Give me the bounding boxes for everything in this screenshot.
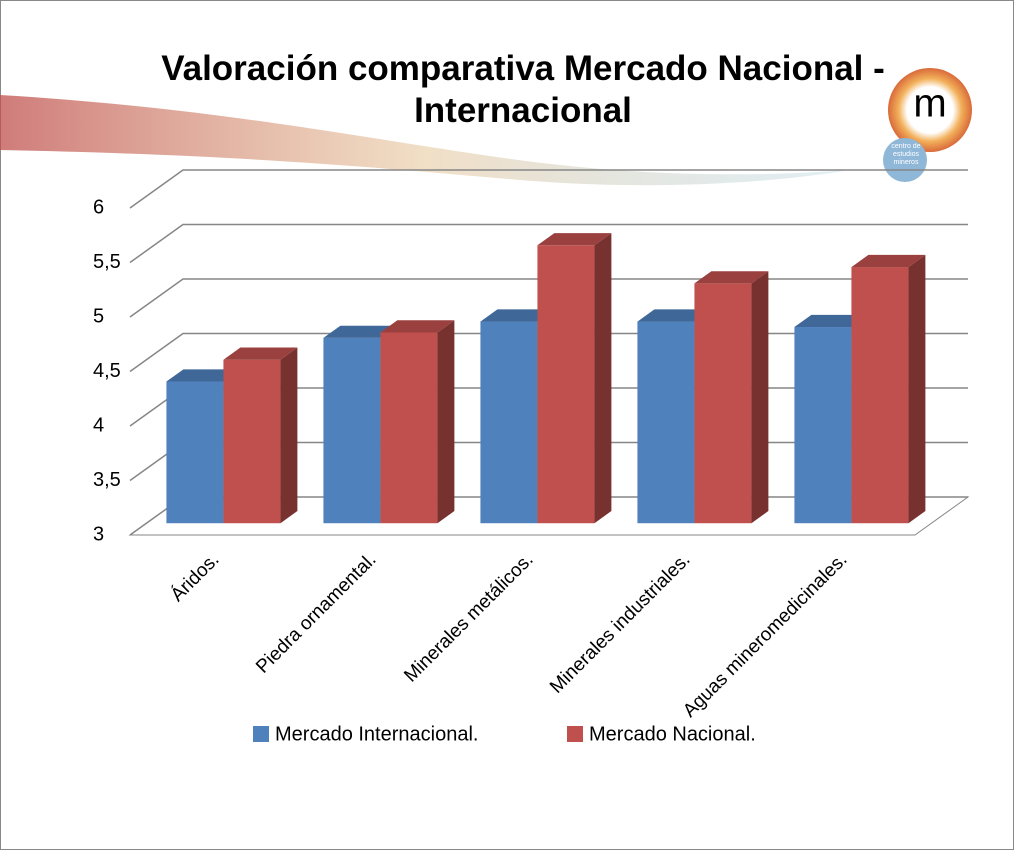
bar-top xyxy=(537,233,612,246)
bar xyxy=(223,347,298,524)
bar-front xyxy=(851,267,909,524)
bar-front xyxy=(794,327,852,524)
logo-dot xyxy=(883,138,927,182)
bar-top xyxy=(480,309,555,322)
bar-front xyxy=(637,321,695,524)
bar-front xyxy=(380,332,438,524)
grid-line xyxy=(129,223,968,264)
bar-side xyxy=(280,347,298,524)
bar-top xyxy=(794,314,869,328)
bar-front xyxy=(694,283,752,524)
y-tick-label: 3 xyxy=(93,523,104,545)
bar-side xyxy=(908,254,926,524)
chart-title: Valoración comparativa Mercado Nacional … xyxy=(161,49,885,130)
bar-front xyxy=(166,381,224,524)
y-tick-label: 3,5 xyxy=(93,469,121,491)
bar-side xyxy=(594,233,612,524)
y-tick-label: 6 xyxy=(93,196,104,218)
bar-front xyxy=(537,245,595,524)
y-tick-label: 4 xyxy=(93,414,104,436)
bar-top xyxy=(637,309,712,322)
bar-top xyxy=(223,347,298,360)
bar-side xyxy=(437,320,455,524)
bar xyxy=(851,254,926,524)
bar-side xyxy=(751,271,769,524)
bar xyxy=(380,320,455,524)
y-tick-label: 5,5 xyxy=(93,251,121,273)
logo-ring xyxy=(888,68,972,152)
legend-label: Mercado Nacional. xyxy=(589,723,756,745)
grid-line xyxy=(129,169,968,209)
bar-top xyxy=(323,325,398,338)
bar xyxy=(694,271,769,524)
bar-front xyxy=(223,359,281,524)
bar-front xyxy=(323,337,381,524)
logo-letter: m xyxy=(913,82,946,126)
legend-swatch xyxy=(567,726,583,742)
legend-label: Mercado Internacional. xyxy=(275,723,478,745)
swoosh xyxy=(0,95,850,186)
bar xyxy=(537,233,612,524)
bar-top xyxy=(851,254,926,268)
logo-text: centro de estudios mineros xyxy=(891,143,921,166)
logo-text-box: centro de estudios mineros xyxy=(891,143,921,166)
legend-swatch xyxy=(253,726,269,742)
bar-top xyxy=(166,369,241,382)
bar-front xyxy=(480,321,538,524)
bar-top xyxy=(694,271,769,284)
bar-top xyxy=(380,320,455,333)
y-tick-label: 5 xyxy=(93,305,104,327)
y-tick-label: 4,5 xyxy=(93,360,121,382)
